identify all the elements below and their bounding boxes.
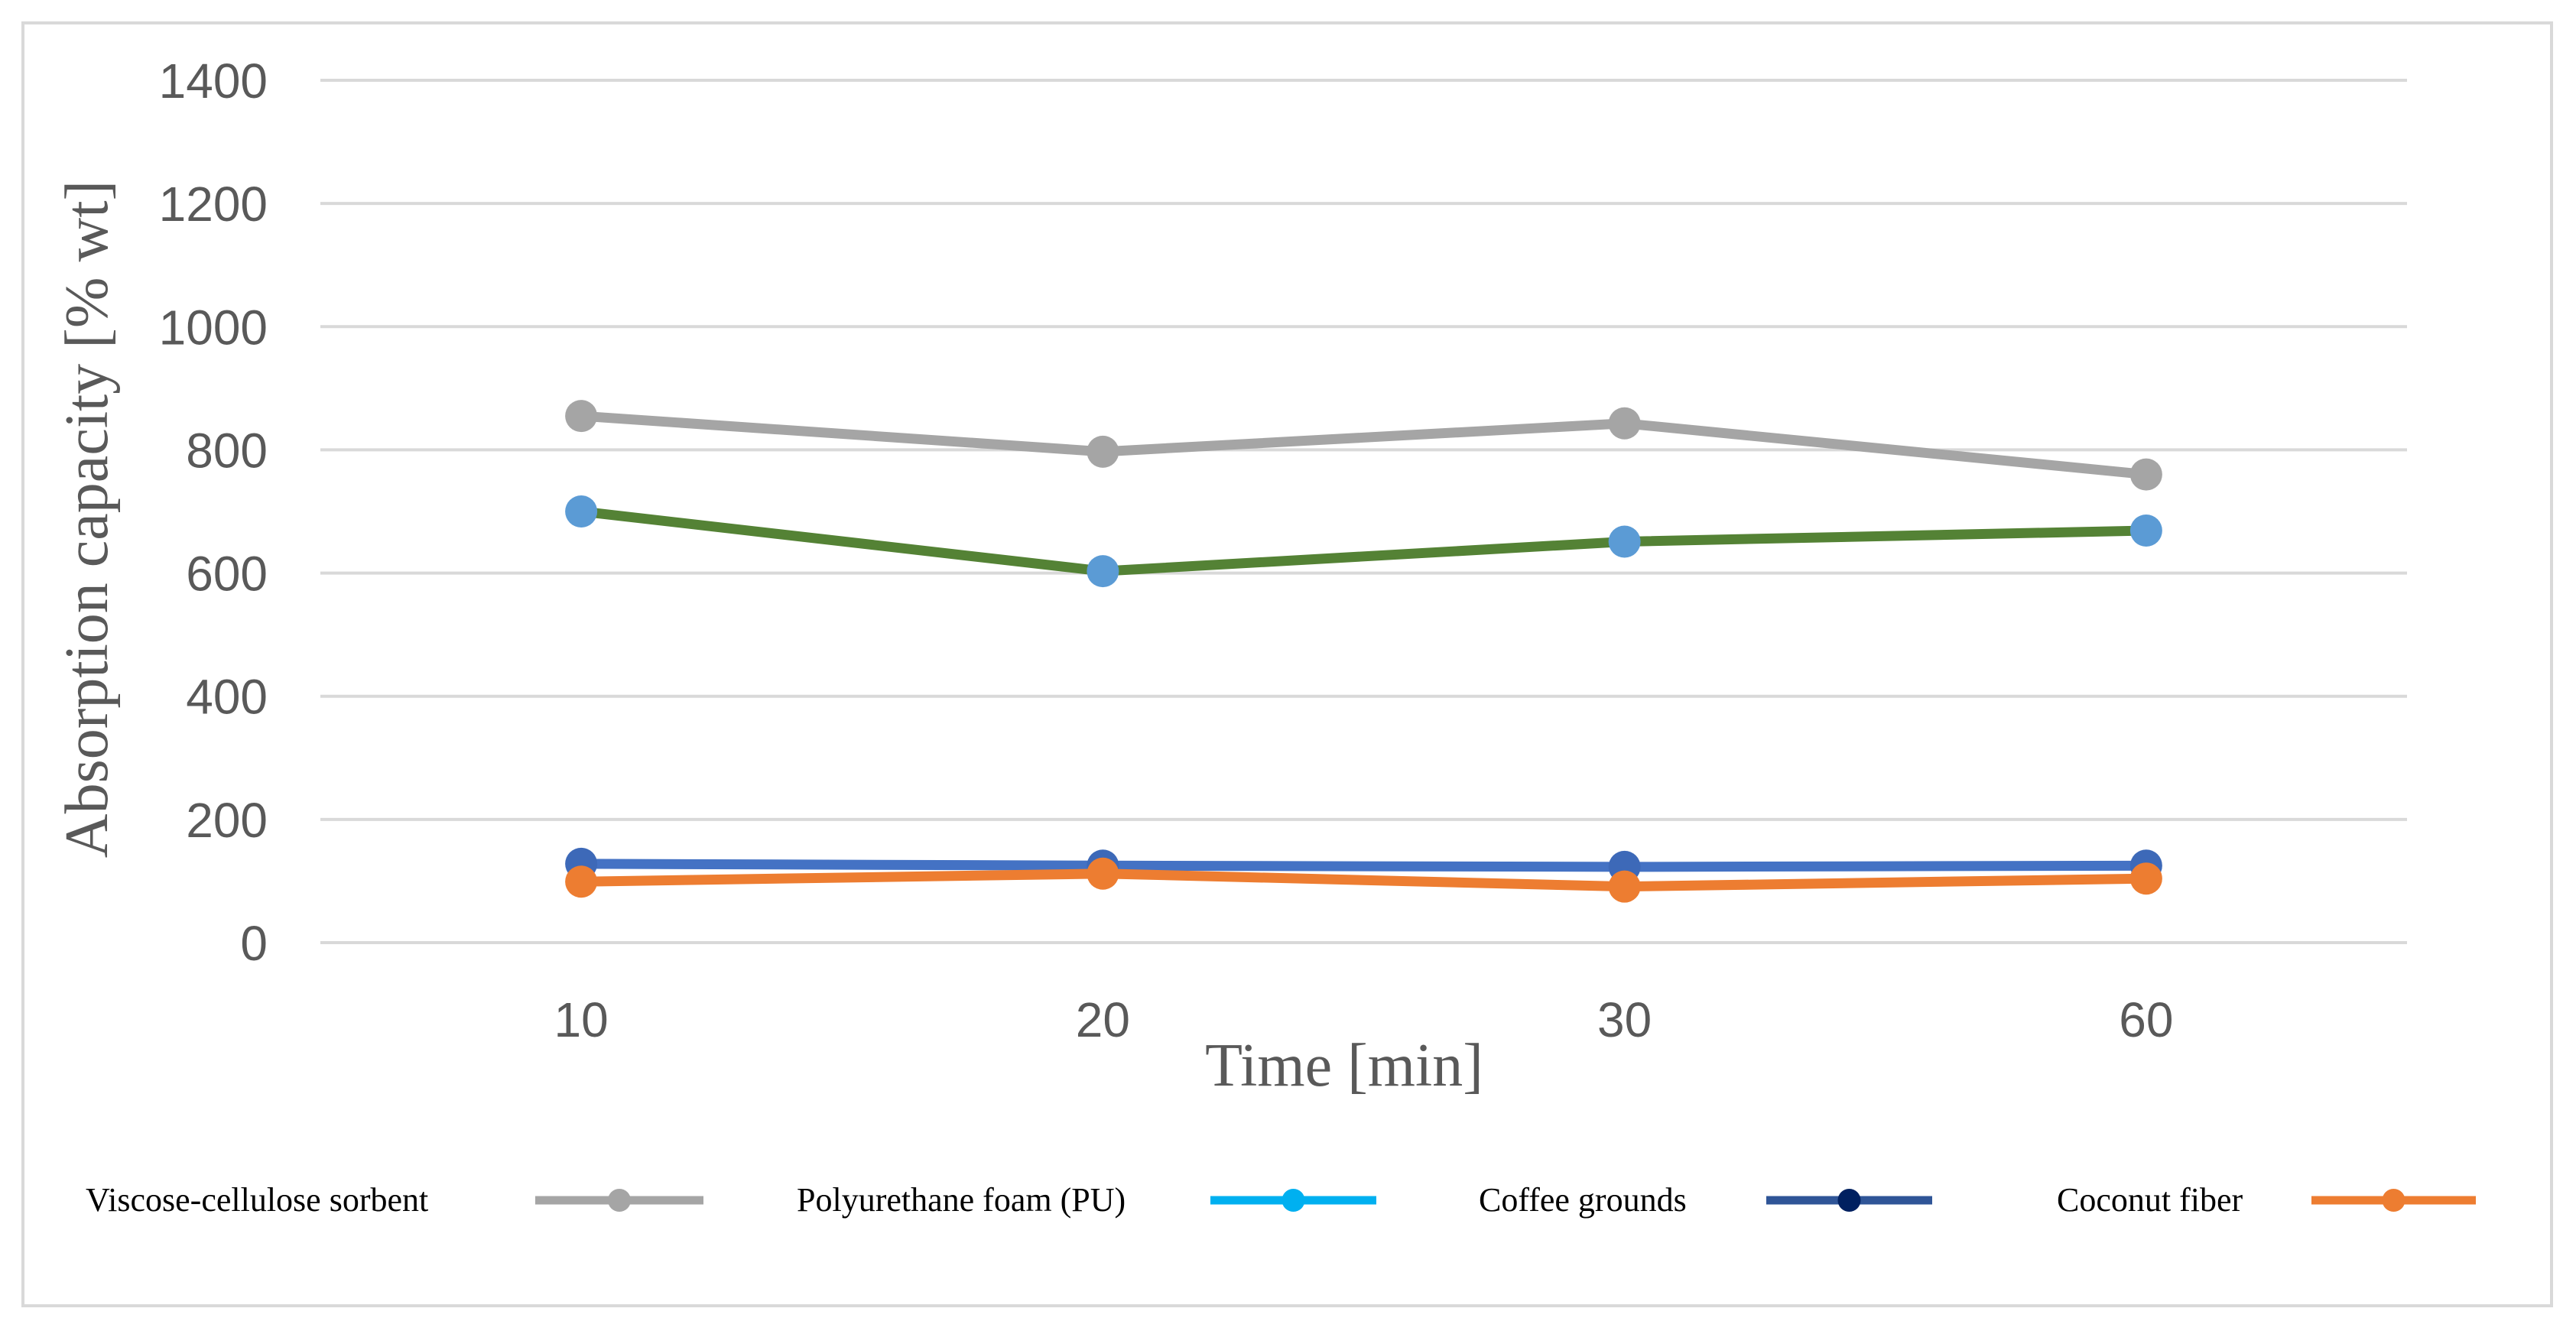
- data-point: [2129, 458, 2162, 491]
- legend-marker: [1837, 1189, 1861, 1212]
- legend-item: Viscose-cellulose sorbent: [86, 1181, 703, 1219]
- x-tick-label: 30: [1597, 992, 1652, 1047]
- x-axis-ticks: 10 20 30 60: [554, 992, 2174, 1047]
- series-line: [576, 859, 2152, 872]
- legend-marker: [608, 1189, 631, 1212]
- gridlines: [320, 79, 2407, 944]
- x-tick-label: 10: [554, 992, 609, 1047]
- data-point: [1608, 407, 1641, 440]
- series-group: [565, 400, 2162, 903]
- legend-label: Polyurethane foam (PU): [797, 1181, 1126, 1219]
- data-point: [1087, 555, 1119, 588]
- series-line: [576, 411, 2152, 480]
- data-point: [2129, 514, 2162, 547]
- legend-marker: [2382, 1189, 2405, 1212]
- y-tick-label: 1400: [159, 54, 268, 109]
- legend-item: Coconut fiber: [2057, 1181, 2476, 1219]
- legend-label: Viscose-cellulose sorbent: [86, 1181, 428, 1219]
- chart-frame: [21, 21, 2553, 1307]
- data-point: [1608, 870, 1641, 903]
- y-tick-label: 1200: [159, 177, 268, 232]
- series-line: [576, 506, 2152, 576]
- y-axis-ticks: 0 200 400 600 800 1000 1200 1400: [159, 54, 268, 971]
- data-point: [1087, 857, 1119, 890]
- y-tick-label: 400: [186, 670, 268, 725]
- data-point: [565, 495, 598, 528]
- y-axis-title: Absorption capacity [% wt]: [54, 180, 121, 858]
- y-tick-label: 800: [186, 423, 268, 478]
- data-point: [1608, 525, 1641, 558]
- series-1: [565, 495, 2162, 588]
- data-point: [1087, 435, 1119, 468]
- legend: Viscose-cellulose sorbent Polyurethane fo…: [86, 1181, 2476, 1219]
- series-0: [565, 400, 2162, 491]
- data-point: [565, 865, 598, 898]
- legend-label: Coffee grounds: [1479, 1181, 1687, 1219]
- legend-marker: [1282, 1189, 1305, 1212]
- x-axis-title: Time [min]: [1205, 1032, 1483, 1099]
- y-tick-label: 0: [240, 916, 268, 971]
- legend-label: Coconut fiber: [2057, 1181, 2243, 1219]
- y-tick-label: 600: [186, 547, 268, 602]
- data-point: [2129, 862, 2162, 895]
- data-point: [565, 400, 598, 433]
- legend-item: Polyurethane foam (PU): [797, 1181, 1376, 1219]
- series-3: [565, 857, 2162, 903]
- y-tick-label: 200: [186, 793, 268, 848]
- y-tick-label: 1000: [159, 300, 268, 355]
- x-tick-label: 60: [2119, 992, 2173, 1047]
- series-line: [576, 868, 2152, 892]
- legend-item: Coffee grounds: [1479, 1181, 1932, 1219]
- x-tick-label: 20: [1076, 992, 1130, 1047]
